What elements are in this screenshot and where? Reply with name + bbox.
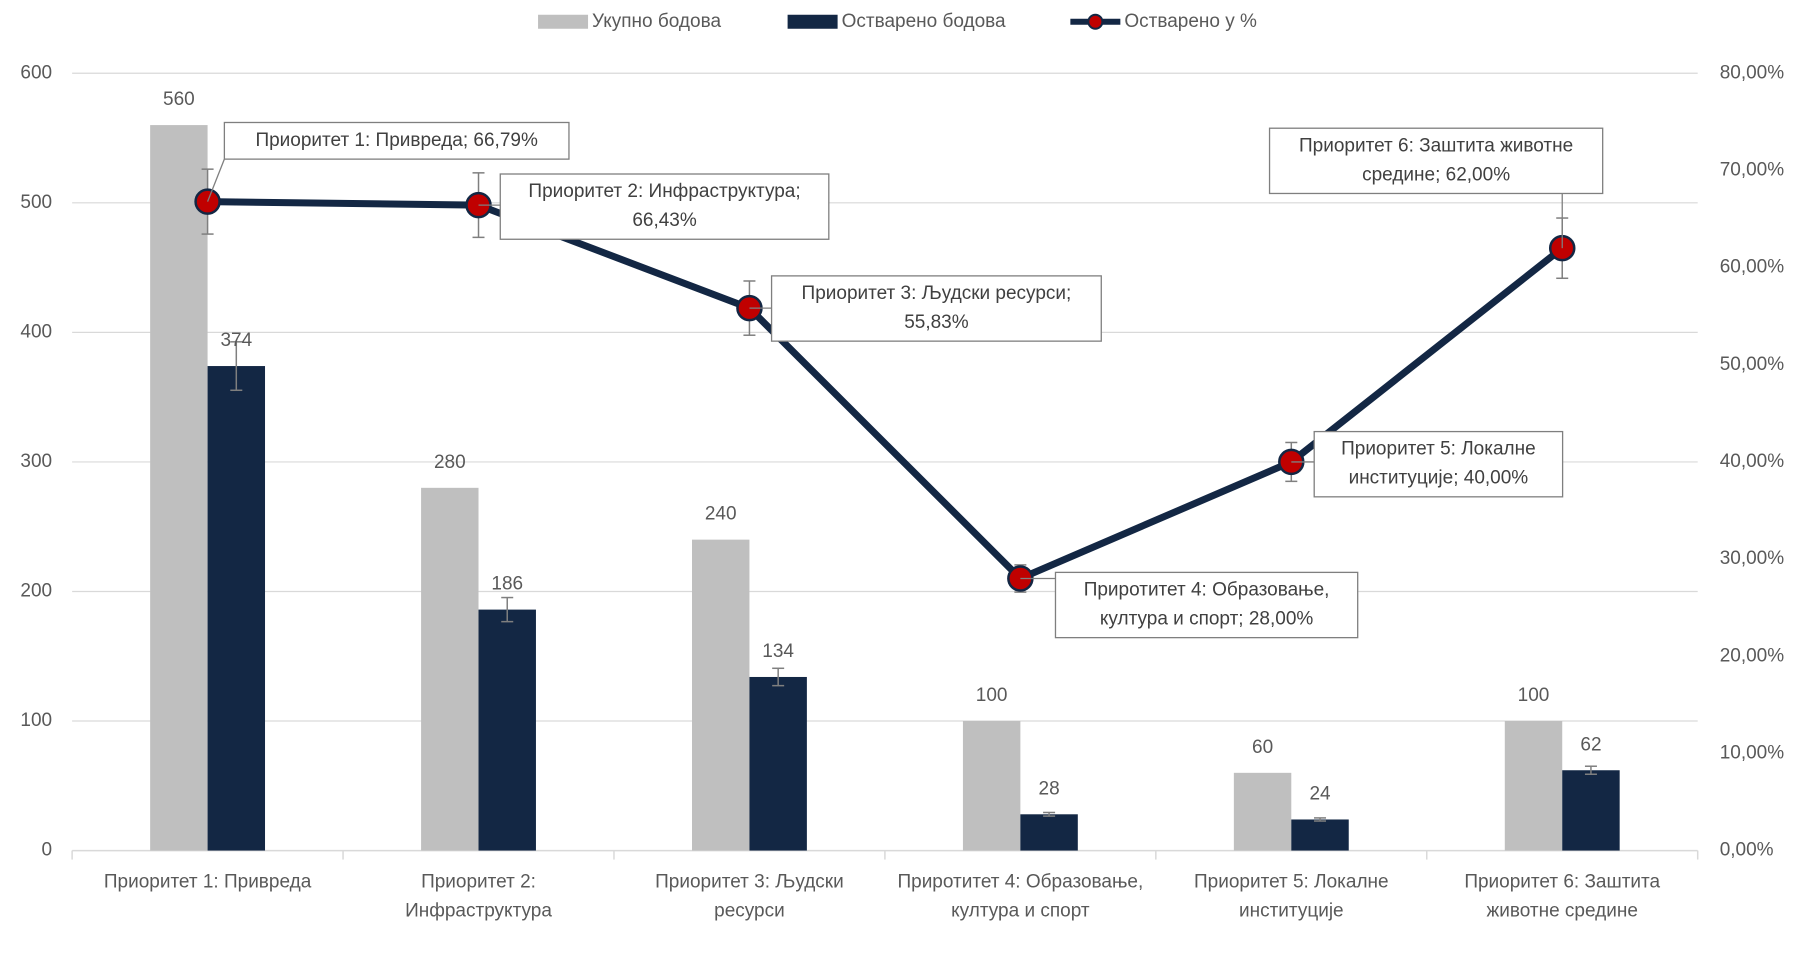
bar-value-label: 100 [976,685,1008,706]
bar-value-label: 374 [220,330,252,351]
x-tick-label: Приоритет 2: Инфраструктура [405,872,552,922]
bar-value-label: 100 [1518,685,1550,706]
y2-tick-label: 70,00% [1720,159,1785,180]
bar-value-label: 186 [491,574,523,595]
legend-marker [1087,13,1104,30]
callout-box [1268,127,1604,195]
callout-label: Приоритет 2: Инфраструктура; 66,43% [528,181,800,231]
y-tick-label: 600 [20,62,52,83]
x-tick-label: Приоритет 5: Локалне институције [1194,872,1389,922]
bar [962,721,1021,851]
bar-value-label: 62 [1580,734,1601,755]
callout-box [770,275,1102,342]
y2-tick-label: 0,00% [1720,840,1774,861]
legend-swatch [538,14,589,29]
callout-label: Приоритет 1: Привреда; 66,79% [255,130,538,151]
x-tick-label: Приоритет 6: Заштита животне средине [1464,872,1660,922]
y-tick-label: 300 [20,451,52,472]
y2-tick-label: 80,00% [1720,62,1785,83]
bar-value-label: 560 [163,89,195,110]
x-tick-label: Приоритет 1: Привреда [104,872,312,893]
callout-label: Приоритет 5: Локалне институције; 40,00% [1341,439,1536,489]
callout-box [499,173,830,240]
callout-leader [206,158,225,202]
legend-swatch [787,14,838,29]
y-tick-label: 200 [20,580,52,601]
y2-tick-label: 40,00% [1720,451,1785,472]
bar [150,125,208,851]
callout-label: Приротитет 4: Образовање, култура и спорт… [1084,580,1330,630]
y2-tick-label: 50,00% [1720,354,1785,375]
x-tick-label: Приротитет 4: Образовање, култура и спорт [897,872,1143,922]
error-bar [1043,811,1056,817]
error-bar [1584,765,1597,776]
bar [478,609,536,851]
y-tick-label: 100 [20,710,52,731]
y-tick-label: 500 [20,192,52,213]
bar [749,676,807,851]
bar [1562,770,1620,851]
error-bar [501,596,514,623]
y2-tick-label: 30,00% [1720,548,1785,569]
y-tick-label: 400 [20,321,52,342]
y2-tick-label: 60,00% [1720,257,1785,278]
legend-label: Укупно бодова [592,11,721,32]
line-series [207,198,1565,583]
y2-tick-label: 10,00% [1720,742,1785,763]
bar-value-label: 134 [762,641,794,662]
y2-tick-label: 20,00% [1720,645,1785,666]
legend-label: Остварено у % [1124,11,1257,32]
legend-label: Остварено бодова [842,11,1006,32]
callout-box [223,121,570,160]
bar-value-label: 60 [1252,737,1273,758]
bar [421,487,479,851]
error-bar [1314,817,1327,822]
bar [207,366,266,851]
bar-value-label: 280 [434,452,466,473]
bar [1504,721,1563,851]
bar-value-label: 24 [1309,783,1331,804]
bar [692,539,750,851]
y-tick-label: 0 [42,840,53,861]
error-bar [230,341,243,392]
bar [1291,819,1349,851]
callout-box [1313,430,1564,498]
callout-label: Приоритет 3: Људски ресурси; 55,83% [802,283,1072,333]
bar-value-label: 28 [1039,778,1060,799]
error-bar [772,667,785,687]
x-tick-label: Приоритет 3: Људски ресурси [655,872,844,922]
bar [1233,772,1292,851]
callout-label: Приоритет 6: Заштита животне средине; 62,… [1299,135,1573,185]
bar-value-label: 240 [705,504,737,525]
bar [1020,814,1078,851]
callout-box [1054,571,1359,639]
